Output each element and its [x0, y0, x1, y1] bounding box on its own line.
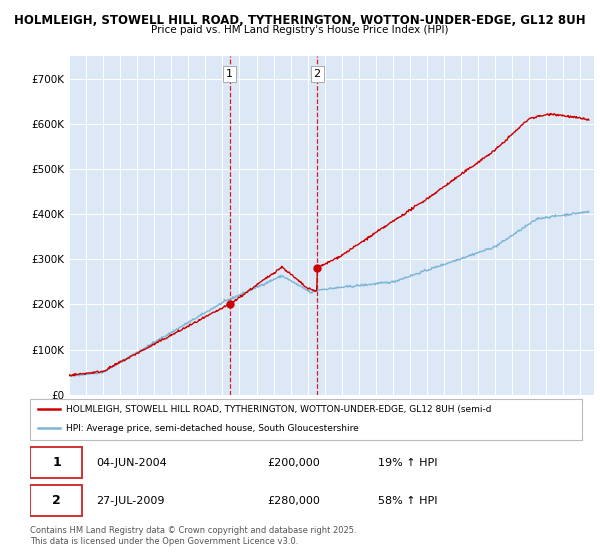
- Text: 04-JUN-2004: 04-JUN-2004: [96, 458, 167, 468]
- FancyBboxPatch shape: [30, 486, 82, 516]
- Text: £280,000: £280,000: [268, 496, 320, 506]
- Text: 19% ↑ HPI: 19% ↑ HPI: [378, 458, 437, 468]
- Text: Price paid vs. HM Land Registry's House Price Index (HPI): Price paid vs. HM Land Registry's House …: [151, 25, 449, 35]
- Text: 2: 2: [314, 69, 321, 79]
- Text: HOLMLEIGH, STOWELL HILL ROAD, TYTHERINGTON, WOTTON-UNDER-EDGE, GL12 8UH (semi-d: HOLMLEIGH, STOWELL HILL ROAD, TYTHERINGT…: [66, 405, 491, 414]
- Text: 2: 2: [52, 494, 61, 507]
- Text: 27-JUL-2009: 27-JUL-2009: [96, 496, 165, 506]
- Text: £200,000: £200,000: [268, 458, 320, 468]
- Text: Contains HM Land Registry data © Crown copyright and database right 2025.
This d: Contains HM Land Registry data © Crown c…: [30, 526, 356, 546]
- Text: 1: 1: [226, 69, 233, 79]
- Text: HPI: Average price, semi-detached house, South Gloucestershire: HPI: Average price, semi-detached house,…: [66, 424, 359, 433]
- FancyBboxPatch shape: [30, 399, 582, 440]
- FancyBboxPatch shape: [30, 447, 82, 478]
- Text: HOLMLEIGH, STOWELL HILL ROAD, TYTHERINGTON, WOTTON-UNDER-EDGE, GL12 8UH: HOLMLEIGH, STOWELL HILL ROAD, TYTHERINGT…: [14, 14, 586, 27]
- Text: 58% ↑ HPI: 58% ↑ HPI: [378, 496, 437, 506]
- Text: 1: 1: [52, 456, 61, 469]
